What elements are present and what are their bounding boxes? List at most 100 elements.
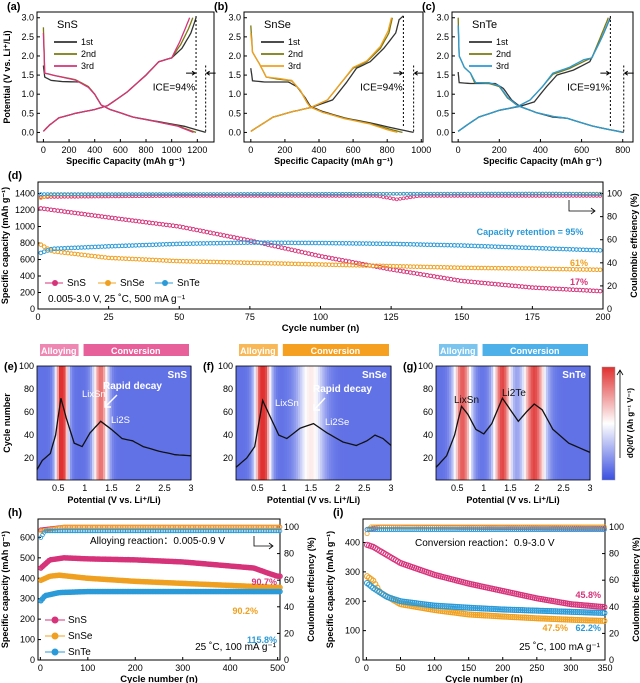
ce-point-snte (259, 192, 264, 196)
ce-point-sns (445, 194, 450, 198)
x-tick-label: 50 (395, 663, 405, 673)
heatmap-cell (579, 366, 582, 480)
data-point-snse (41, 244, 47, 249)
ce-point-snte (49, 192, 53, 196)
data-point-snse (507, 613, 514, 621)
ce-point-snte (452, 191, 457, 196)
data-point-snte (470, 604, 477, 612)
x-axis-label: Cycle number (n) (120, 674, 198, 683)
heatmap-cell (348, 366, 352, 480)
heatmap-cell (280, 366, 284, 480)
heatmap-cell (142, 366, 146, 480)
ce-point-sns (191, 194, 196, 198)
ce-point-snte (500, 191, 504, 196)
data-point-snte (490, 605, 497, 613)
ce-point-sns (394, 197, 399, 202)
x-tick-label: 0.5 (451, 483, 464, 493)
heatmap-cell (144, 366, 148, 480)
heatmap-cell (63, 366, 67, 480)
data-point-snte (552, 608, 559, 615)
y-tick-label: 0 (355, 655, 360, 665)
band-label: Conversion (111, 346, 161, 356)
data-point-sns (574, 601, 581, 608)
heatmap-cell (335, 366, 339, 480)
ce-point-sns (422, 194, 426, 198)
ce-point-snte (283, 192, 287, 196)
data-point-sns (599, 603, 606, 610)
heatmap-cell (329, 366, 332, 480)
ce-point-sns (181, 194, 186, 198)
y-tick-label: 40 (24, 430, 34, 440)
x-tick-label: 1000 (162, 145, 182, 155)
heatmap-cell (530, 366, 534, 480)
x-tick-label: 800 (615, 145, 630, 155)
heatmap-cell (50, 366, 53, 480)
ce-point-sns (466, 194, 470, 198)
ce-point-snte (242, 192, 247, 196)
y-tick-label: 800 (20, 238, 35, 248)
ce-point-sns (547, 194, 552, 198)
ce-point-snte (137, 192, 141, 196)
y-tick-label: 200 (20, 288, 35, 298)
heatmap-cell (149, 366, 152, 480)
series-2nd-charge (42, 17, 194, 132)
ce-point-snte (533, 191, 538, 196)
ce-point-sns (228, 194, 233, 198)
y2-tick-label: 40 (609, 602, 619, 612)
legend-marker (162, 280, 168, 286)
ce-point-snte (150, 192, 155, 196)
ce-point-sns (147, 194, 152, 198)
y-tick-label: 60 (223, 407, 233, 417)
ce-point-sns (500, 194, 504, 198)
panel-label: (e) (4, 361, 18, 373)
heatmap-cell (364, 366, 368, 480)
y-tick-label: 500 (20, 553, 35, 563)
ce-point-sns (591, 194, 596, 198)
y-tick-label: 200 (345, 596, 360, 606)
data-point-snte (429, 602, 436, 609)
ce-point-sns (479, 194, 484, 198)
heatmap-cell (570, 366, 573, 480)
data-point-snte (529, 607, 536, 614)
data-point-snte (554, 608, 561, 615)
heatmap-cell (39, 366, 42, 480)
heatmap-cell (521, 366, 525, 480)
ce-point-snte (340, 192, 345, 196)
band-label: Conversion (510, 346, 560, 356)
heatmap-cell (561, 366, 565, 480)
x-tick-label: 300 (563, 663, 578, 673)
data-point-snse (578, 617, 585, 624)
ce-point-snte (266, 192, 270, 196)
ce-point-sns (174, 194, 179, 198)
ce-point-sns (316, 194, 321, 198)
data-point-snte (437, 602, 444, 610)
y-tick-label: 1.0 (21, 89, 34, 99)
data-point-snte (578, 609, 585, 616)
data-point-snte (458, 604, 465, 611)
ce-point-snte (425, 191, 430, 196)
ce-point-sns (557, 194, 562, 198)
x-tick-label: 0 (364, 663, 369, 673)
data-point-snte (474, 605, 481, 612)
ce-point-snte (184, 192, 189, 196)
x-tick-label: 200 (62, 145, 77, 155)
series-3rd-discharge (250, 32, 398, 134)
data-point-snse (476, 612, 483, 619)
data-point-snte (427, 602, 434, 609)
ce-point-snte (171, 192, 175, 196)
heatmap-cell (368, 366, 372, 480)
ce-point-sns (533, 194, 538, 198)
y2-tick-label: 80 (284, 549, 294, 559)
heatmap-cell (331, 366, 335, 480)
heatmap-cell (94, 366, 97, 480)
band-label: Conversion (311, 346, 361, 356)
data-point-snse (595, 617, 602, 624)
y-tick-label: 1000 (15, 222, 35, 232)
heatmap-cell (78, 366, 82, 480)
ce-point-snte (432, 191, 436, 196)
heatmap-cell (61, 366, 64, 480)
heatmap-cell (554, 366, 558, 480)
ce-point-snte (296, 192, 301, 196)
data-point-snse (584, 617, 592, 624)
